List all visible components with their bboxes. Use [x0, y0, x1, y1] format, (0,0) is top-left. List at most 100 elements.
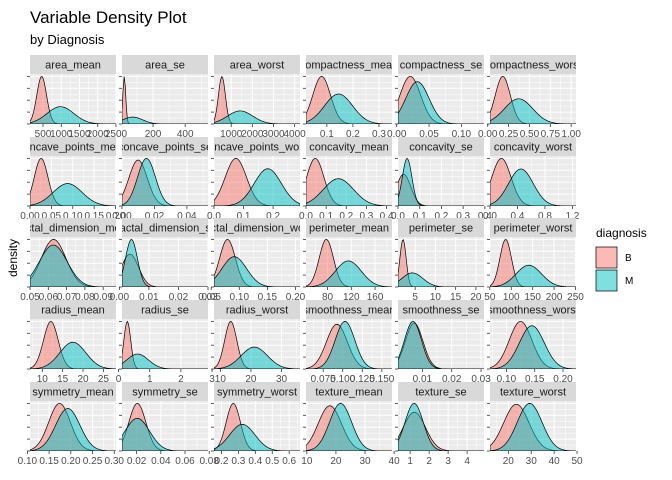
x-tick-label: 120 [343, 292, 360, 303]
strip-concave-points-worst [214, 137, 300, 156]
x-tick-label: 2000 [87, 129, 110, 140]
density-area-m [30, 244, 116, 287]
x-tick-label: 0.30 [105, 456, 125, 467]
strip-radius-worst [214, 300, 300, 319]
x-tick-label: 20 [245, 374, 257, 385]
x-tick-label: 200 [546, 292, 563, 303]
strip-label: area_mean [45, 60, 101, 72]
strip-fractal-dimension-worst [214, 218, 300, 237]
x-tick-label: 0.100 [330, 374, 355, 385]
strip-label: radius_worst [226, 305, 288, 317]
x-tick-label: 150 [524, 292, 541, 303]
legend-key-b [595, 246, 618, 269]
density-area-m [398, 272, 484, 287]
x-tick-label: 30 [526, 456, 538, 467]
x-tick-label: 50 [571, 456, 583, 467]
x-tick-label: 0.4 [380, 211, 394, 222]
x-tick-label: 0.0 [299, 211, 313, 222]
density-area-m [214, 346, 300, 369]
strip-label: radius_mean [41, 305, 105, 317]
strip-label: smoothness_mean [303, 305, 396, 317]
strip-label: compactness_worst [484, 60, 581, 72]
x-tick-label: 0.75 [541, 129, 561, 140]
density-area-b [214, 321, 300, 369]
strip-texture-mean [306, 382, 392, 401]
x-tick-label: 15 [450, 292, 462, 303]
x-tick-label: 0.10 [497, 374, 517, 385]
x-tick-label: 0.2 [434, 211, 448, 222]
panel-concavity-worst: concavity_worst 0.0 0.4 0.8 1.2 [483, 137, 580, 222]
x-tick-label: 1000 [220, 129, 243, 140]
density-area-m [30, 341, 116, 369]
panel-symmetry-mean: symmetry_mean 0.10 0.15 0.20 0.25 0.30 [18, 382, 125, 467]
strip-label: concavity_mean [309, 142, 389, 154]
density-area-m [214, 110, 300, 124]
strip-symmetry-mean [30, 382, 116, 401]
strip-symmetry-worst [214, 382, 300, 401]
x-tick-label: 0.6 [282, 456, 296, 467]
x-tick-label: 4 [464, 456, 470, 467]
panel-area-se: area_se 200 400 [119, 55, 208, 140]
density-area-m [398, 81, 484, 124]
x-tick-label: 0.15 [258, 292, 278, 303]
strip-label: symmetry_mean [32, 387, 113, 399]
panel-concave-points-se: concave_points_se 0.00 0.02 0.04 [112, 137, 208, 222]
density-area-m [306, 321, 392, 369]
x-tick-label: 0.1 [237, 211, 251, 222]
strip-label: compactness_mean [300, 60, 398, 72]
x-tick-label: 0.20 [61, 456, 81, 467]
x-tick-label: 25 [98, 374, 110, 385]
x-tick-label: 0.4 [248, 456, 262, 467]
strip-compactness-worst [490, 55, 576, 74]
x-tick-label: 0.3 [231, 456, 245, 467]
x-tick-label: 0.05 [419, 129, 439, 140]
strip-perimeter-se [398, 218, 484, 237]
density-area-m [490, 98, 576, 124]
x-tick-label: 0.05 [20, 292, 40, 303]
strip-label: concavity_se [409, 142, 473, 154]
chart-title: Variable Density Plot [30, 8, 187, 27]
panel-compactness-mean: compactness_mean 0.1 0.2 0.3 [300, 55, 398, 140]
strip-perimeter-worst [490, 218, 576, 237]
density-area-m [30, 183, 116, 206]
x-tick-label: 10 [430, 292, 442, 303]
strip-texture-worst [490, 382, 576, 401]
panel-radius-mean: radius_mean 10 15 20 25 [27, 300, 116, 385]
x-tick-label: 40 [389, 456, 401, 467]
x-tick-label: 0.075 [311, 374, 336, 385]
panel-perimeter-mean: perimeter_mean 80 120 160 [303, 218, 392, 303]
strip-label: texture_mean [315, 387, 382, 399]
x-tick-label: 1 [147, 374, 153, 385]
density-area-m [306, 93, 392, 124]
x-tick-label: 3000 [262, 129, 285, 140]
x-tick-label: 0.2 [266, 211, 280, 222]
x-tick-label: 0.20 [553, 374, 573, 385]
x-tick-label: 4000 [284, 129, 307, 140]
strip-label: fractal_dimension_se [113, 223, 217, 235]
strip-perimeter-mean [306, 218, 392, 237]
x-tick-label: 0.50 [520, 129, 540, 140]
density-area-b [490, 239, 576, 287]
strip-radius-mean [30, 300, 116, 319]
density-area-m [30, 106, 116, 124]
x-tick-label: 50 [484, 292, 496, 303]
y-axis-title: density [6, 239, 20, 277]
strip-label: radius_se [141, 305, 189, 317]
panel-symmetry-se: symmetry_se 0.02 0.04 0.06 0.08 [119, 382, 219, 467]
x-tick-label: 0.02 [145, 211, 165, 222]
legend-label-b: B [625, 253, 632, 264]
x-tick-label: 0.1 [413, 211, 427, 222]
strip-concave-points-mean [30, 137, 116, 156]
x-tick-label: 0.15 [84, 211, 104, 222]
panel-perimeter-se: perimeter_se 5 10 15 20 [395, 218, 484, 303]
x-tick-label: 20 [503, 456, 515, 467]
panel-perimeter-worst: perimeter_worst 50 100 150 200 250 [484, 218, 584, 303]
x-tick-label: 100 [503, 292, 520, 303]
x-tick-label: 0.10 [18, 456, 38, 467]
x-tick-label: 0.05 [201, 292, 221, 303]
